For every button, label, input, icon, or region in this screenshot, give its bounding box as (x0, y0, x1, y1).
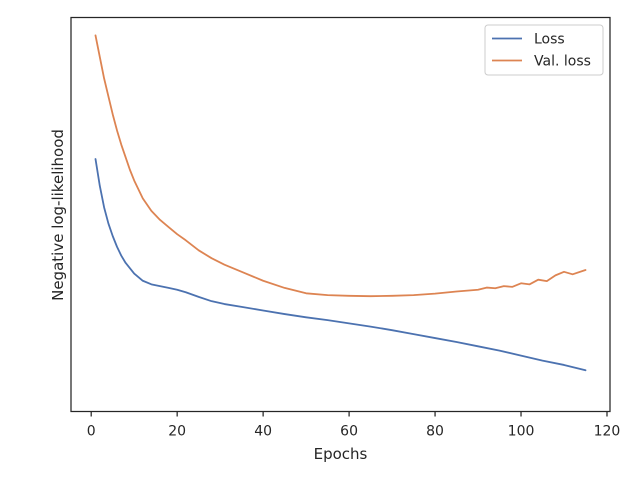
x-tick-label: 120 (594, 424, 621, 440)
x-tick-label: 0 (87, 424, 96, 440)
plot-area (71, 17, 610, 412)
legend: Loss Val. loss (484, 24, 604, 76)
series-line-loss (94, 158, 587, 372)
x-tick-label: 80 (426, 424, 444, 440)
y-axis-label: Negative log-likelihood (49, 129, 67, 301)
x-tick-label: 60 (340, 424, 358, 440)
legend-label-loss: Loss (534, 32, 565, 48)
x-axis-ticks: 0 20 40 60 80 100 120 (87, 411, 621, 440)
series-line-val-loss (94, 34, 587, 298)
x-tick-label: 20 (168, 424, 186, 440)
plot-lines (94, 34, 587, 372)
plot-frame (70, 16, 611, 413)
x-tick-label: 100 (508, 424, 535, 440)
legend-label-val-loss: Val. loss (534, 54, 591, 70)
x-tick-label: 40 (254, 424, 272, 440)
legend-box (484, 24, 604, 76)
x-axis-label: Epochs (314, 445, 368, 463)
